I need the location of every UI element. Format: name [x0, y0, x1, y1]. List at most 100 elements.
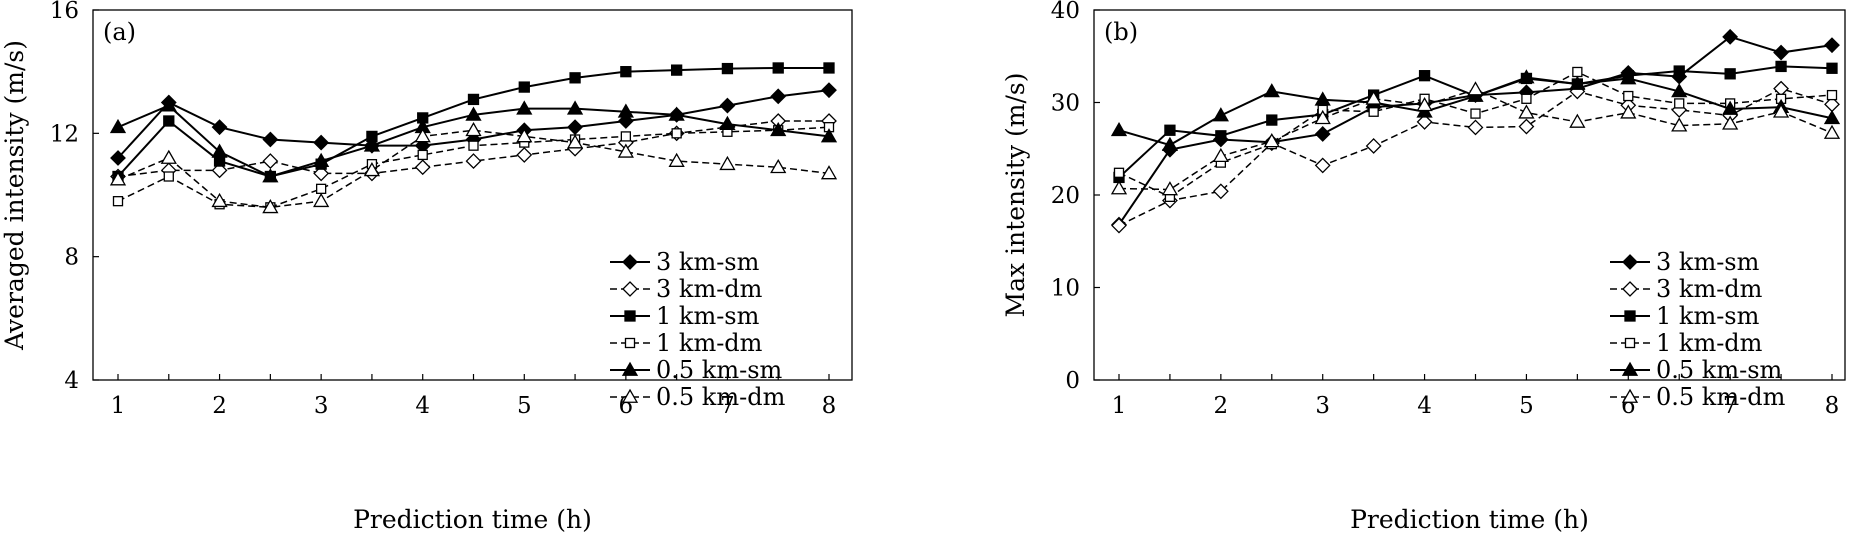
legend-item: 3 km-sm	[1610, 248, 1760, 276]
legend-label: 3 km-sm	[656, 248, 760, 276]
legend-label: 0.5 km-dm	[1656, 383, 1786, 411]
x-axis-label: Prediction time (h)	[353, 505, 592, 534]
data-point	[1722, 115, 1739, 130]
x-tick-label: 8	[822, 393, 837, 419]
data-point	[1212, 107, 1229, 122]
data-point	[417, 149, 428, 161]
data-point	[770, 158, 787, 174]
y-axis-label: Max intensity (m/s)	[1001, 73, 1030, 318]
data-point	[1212, 183, 1229, 200]
data-point	[1365, 138, 1382, 154]
data-point	[770, 121, 787, 137]
data-point	[262, 168, 279, 183]
legend-marker	[622, 254, 638, 270]
legend-item: 1 km-sm	[1610, 302, 1760, 330]
data-point	[719, 115, 736, 130]
y-tick-label: 0	[1065, 368, 1080, 394]
data-point	[516, 146, 533, 163]
panel-label: (a)	[103, 18, 136, 46]
legend-item: 0.5 km-sm	[1610, 356, 1783, 384]
data-point	[211, 143, 228, 158]
data-point	[109, 118, 127, 134]
legend-label: 0.5 km-sm	[656, 356, 783, 384]
data-point	[1416, 96, 1433, 112]
data-point	[363, 162, 381, 177]
legend-label: 1 km-dm	[656, 329, 763, 357]
data-point	[566, 134, 584, 149]
data-point	[1518, 118, 1535, 135]
data-point	[465, 153, 482, 170]
data-point	[1161, 181, 1179, 196]
x-tick-label: 1	[1112, 393, 1127, 419]
data-point	[1314, 126, 1331, 142]
y-tick-label: 10	[1051, 276, 1080, 302]
data-point	[1773, 44, 1789, 61]
x-tick-label: 5	[517, 393, 532, 419]
data-point	[1623, 90, 1634, 102]
data-point	[821, 82, 837, 99]
data-point	[1671, 117, 1688, 132]
x-tick-label: 8	[1825, 393, 1840, 419]
data-point	[414, 159, 431, 176]
series-0_5-km-sm	[109, 97, 838, 183]
data-point	[671, 128, 682, 139]
data-point	[569, 72, 581, 84]
data-point	[1212, 147, 1229, 163]
data-point	[363, 137, 381, 152]
data-point	[1722, 28, 1739, 45]
x-tick-label: 1	[111, 393, 126, 419]
x-tick-label: 3	[314, 393, 329, 419]
data-point	[1164, 124, 1176, 136]
data-point	[112, 196, 124, 207]
data-point	[160, 97, 177, 112]
legend-marker	[621, 388, 639, 403]
data-point	[1569, 75, 1586, 90]
x-tick-label: 2	[1214, 393, 1229, 419]
data-point	[262, 131, 279, 148]
data-point	[1569, 113, 1586, 128]
data-point	[1263, 83, 1280, 98]
data-point	[211, 119, 228, 136]
legend-marker	[624, 310, 636, 322]
legend-label: 3 km-dm	[1656, 275, 1763, 303]
y-tick-label: 40	[1051, 0, 1080, 24]
legend-item: 3 km-dm	[1610, 275, 1763, 303]
data-point	[1368, 106, 1379, 117]
data-point	[1365, 90, 1382, 105]
legend-marker	[622, 281, 638, 297]
data-point	[467, 93, 480, 106]
x-tick-label: 2	[212, 393, 227, 419]
data-point	[1161, 136, 1179, 151]
data-point	[1518, 69, 1535, 84]
data-point	[163, 171, 174, 182]
data-point	[668, 106, 685, 121]
legend-item: 3 km-dm	[610, 275, 763, 303]
data-point	[770, 88, 787, 105]
data-point	[1215, 130, 1227, 142]
data-point	[670, 64, 683, 76]
y-tick-label: 12	[50, 121, 79, 147]
data-point	[518, 81, 530, 93]
y-tick-label: 4	[64, 368, 79, 394]
data-point	[1111, 217, 1127, 234]
data-point	[620, 66, 632, 78]
data-point	[1113, 167, 1125, 178]
data-point	[313, 192, 330, 208]
data-point	[1314, 109, 1331, 125]
series-0_5-km-dm	[109, 121, 838, 214]
data-point	[566, 100, 584, 115]
data-point	[1572, 66, 1583, 78]
data-point	[1823, 109, 1841, 125]
data-point	[1724, 68, 1736, 80]
y-tick-label: 30	[1051, 91, 1080, 117]
legend-label: 0.5 km-dm	[656, 383, 786, 411]
data-point	[1521, 93, 1532, 104]
data-point	[1773, 80, 1789, 97]
legend-label: 1 km-sm	[656, 302, 760, 330]
data-point	[465, 106, 482, 121]
data-point	[1467, 81, 1484, 96]
data-point	[109, 171, 127, 186]
y-tick-label: 20	[1051, 183, 1080, 209]
